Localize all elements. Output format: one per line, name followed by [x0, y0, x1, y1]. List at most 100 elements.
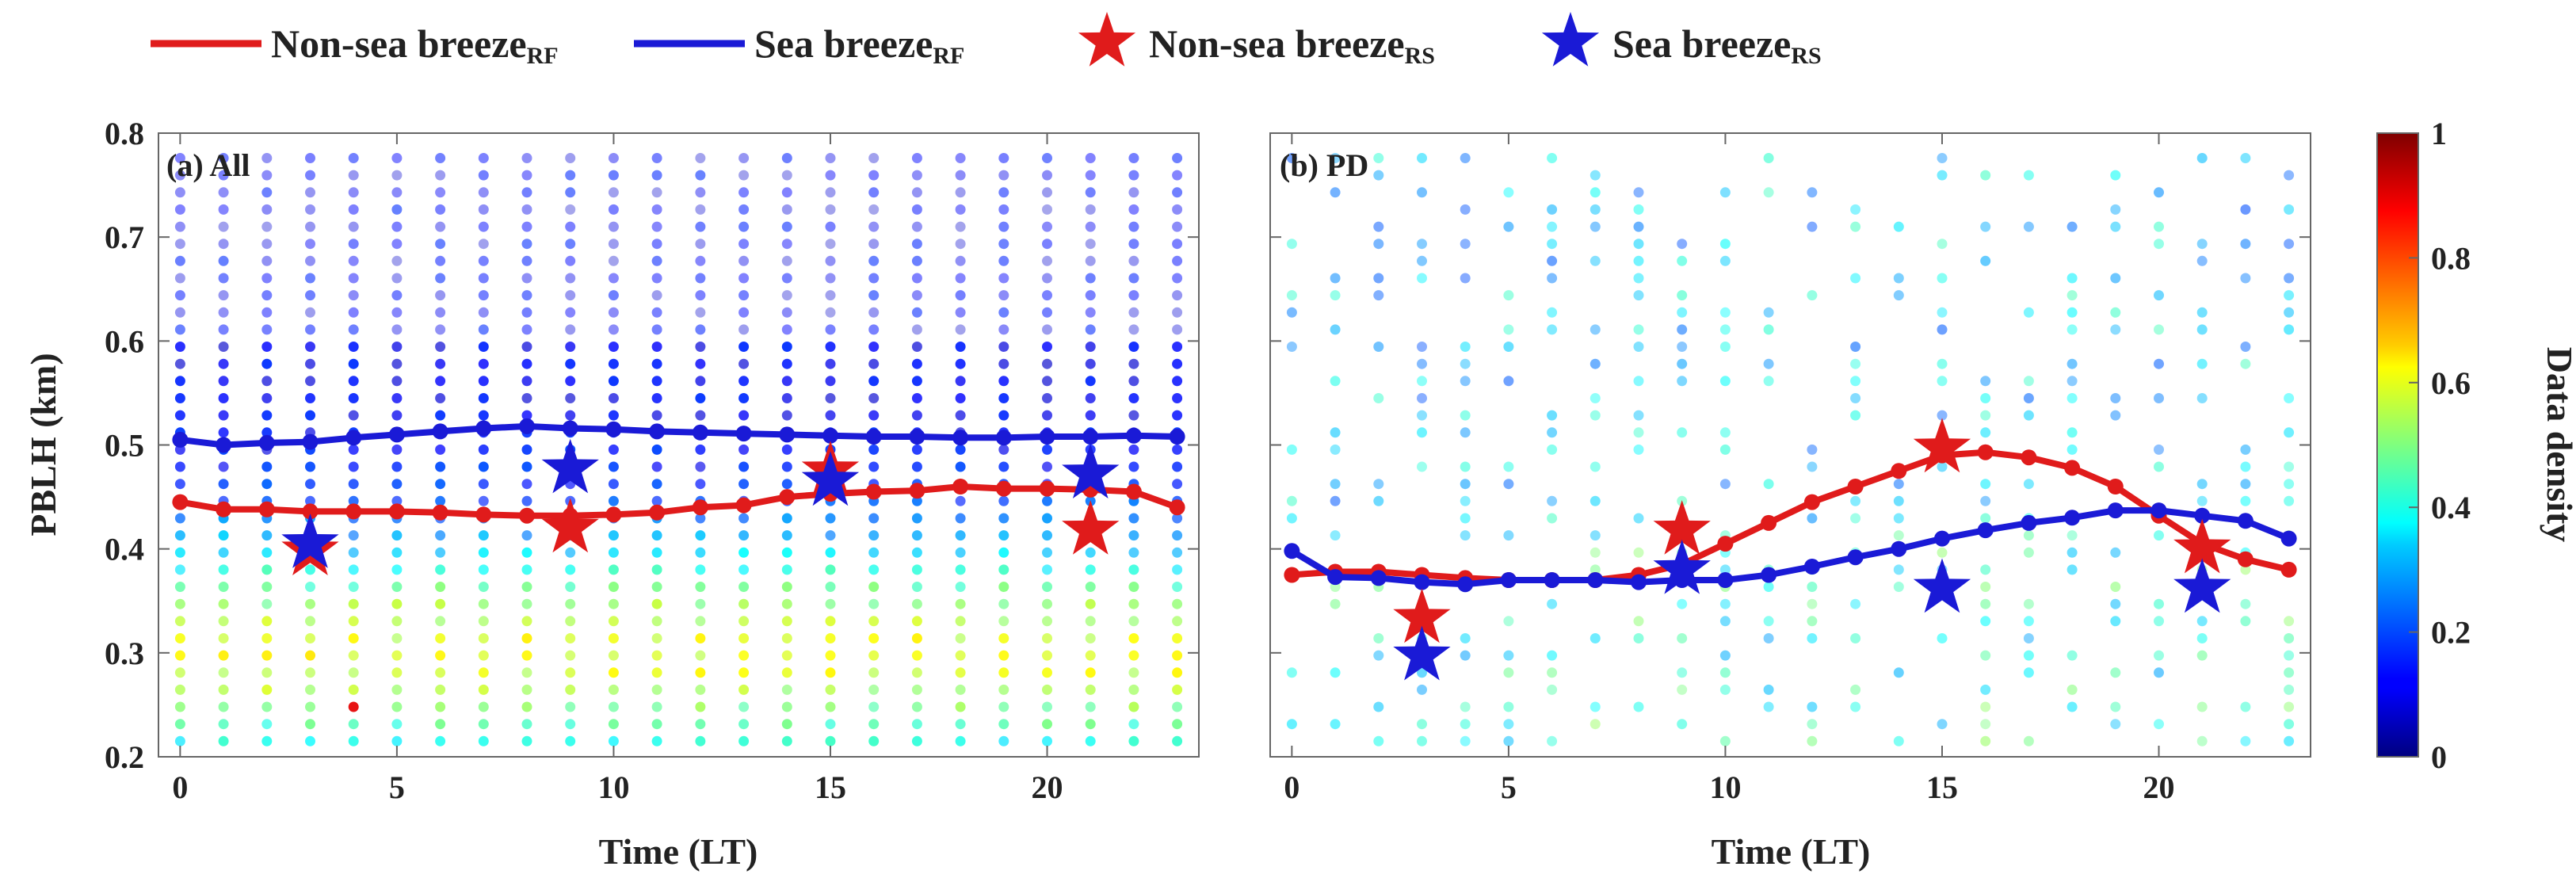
- density-dot: [565, 307, 576, 318]
- density-dot: [651, 719, 662, 730]
- density-dot: [391, 495, 403, 506]
- density-dot: [435, 358, 446, 369]
- density-dot: [2023, 410, 2034, 421]
- density-dot: [261, 461, 273, 472]
- density-dot: [435, 342, 446, 352]
- density-dot: [825, 410, 836, 421]
- svg-text:Sea breezeRS: Sea breezeRS: [1612, 21, 1822, 69]
- density-dot: [608, 701, 619, 712]
- series-point: [1847, 549, 1864, 566]
- density-dot: [998, 719, 1009, 730]
- density-dot: [2196, 358, 2208, 369]
- density-dot: [1042, 239, 1052, 250]
- density-dot: [1633, 342, 1644, 352]
- density-dot: [1719, 735, 1731, 746]
- series-point: [1284, 567, 1300, 583]
- density-dot: [695, 170, 706, 181]
- density-dot: [1417, 239, 1427, 250]
- density-dot: [1893, 479, 1904, 490]
- density-dot: [1807, 701, 1818, 712]
- density-dot: [1330, 324, 1341, 335]
- series-point: [1803, 559, 1820, 575]
- y-tick-label: 0.2: [105, 739, 144, 775]
- density-dot: [218, 376, 229, 387]
- density-dot: [825, 324, 836, 335]
- density-dot: [348, 187, 359, 198]
- density-dot: [348, 221, 359, 232]
- density-dot: [1417, 461, 1427, 472]
- density-dot: [868, 221, 880, 232]
- density-dot: [695, 667, 706, 678]
- density-dot: [2284, 204, 2295, 215]
- density-dot: [998, 273, 1009, 284]
- density-dot: [651, 410, 662, 421]
- density-dot: [911, 461, 922, 472]
- density-dot: [1677, 598, 1688, 609]
- density-dot: [435, 461, 446, 472]
- density-dot: [1677, 290, 1688, 301]
- series-point: [822, 427, 838, 444]
- density-dot: [218, 393, 229, 403]
- density-dot: [391, 650, 403, 661]
- density-dot: [1633, 239, 1644, 250]
- density-dot: [1373, 701, 1384, 712]
- density-dot: [435, 376, 446, 387]
- density-dot: [1633, 427, 1644, 438]
- density-dot: [911, 684, 922, 695]
- density-dot: [174, 701, 185, 712]
- density-dot: [651, 170, 662, 181]
- density-dot: [521, 582, 532, 592]
- density-dot: [2240, 204, 2251, 215]
- density-dot: [391, 598, 403, 609]
- star-marker-nonsea-rs: [2173, 518, 2231, 574]
- density-dot: [435, 684, 446, 695]
- density-dot: [955, 307, 966, 318]
- density-dot: [348, 393, 359, 403]
- density-dot: [348, 598, 359, 609]
- density-dot: [218, 633, 229, 643]
- density-dot: [825, 153, 836, 163]
- density-dot: [391, 461, 403, 472]
- density-dot: [261, 393, 273, 403]
- density-dot: [911, 616, 922, 627]
- density-dot: [911, 204, 922, 215]
- density-dot: [218, 547, 229, 558]
- panel-a-stars: [281, 438, 1120, 575]
- density-dot: [1937, 273, 1948, 284]
- density-dot: [2196, 701, 2208, 712]
- density-dot: [1460, 650, 1471, 661]
- density-dot: [478, 719, 489, 730]
- density-dot: [825, 393, 836, 403]
- density-dot: [1980, 719, 1991, 730]
- density-dot: [955, 633, 966, 643]
- density-dot: [781, 684, 792, 695]
- density-dot: [2284, 427, 2295, 438]
- colorbar-tick-label: 0.2: [2431, 615, 2471, 651]
- density-dot: [911, 239, 922, 250]
- density-dot: [348, 444, 359, 455]
- density-dot: [2284, 701, 2295, 712]
- density-dot: [1503, 650, 1514, 661]
- density-dot: [521, 410, 532, 421]
- density-dot: [1677, 324, 1688, 335]
- density-dot: [565, 547, 576, 558]
- density-dot: [955, 187, 966, 198]
- density-dot: [2067, 701, 2078, 712]
- density-dot: [1085, 735, 1096, 746]
- density-dot: [1937, 239, 1948, 250]
- density-dot: [2110, 170, 2121, 181]
- density-dot: [305, 187, 315, 198]
- density-dot: [911, 701, 922, 712]
- density-dot: [218, 598, 229, 609]
- density-dot: [261, 633, 273, 643]
- density-dot: [1589, 547, 1601, 558]
- density-dot: [391, 564, 403, 575]
- density-dot: [261, 239, 273, 250]
- density-dot: [998, 307, 1009, 318]
- density-dot: [1763, 616, 1774, 627]
- density-dot: [435, 170, 446, 181]
- density-dot: [738, 376, 750, 387]
- density-dot: [998, 324, 1009, 335]
- density-dot: [1042, 719, 1052, 730]
- density-dot: [1330, 153, 1341, 163]
